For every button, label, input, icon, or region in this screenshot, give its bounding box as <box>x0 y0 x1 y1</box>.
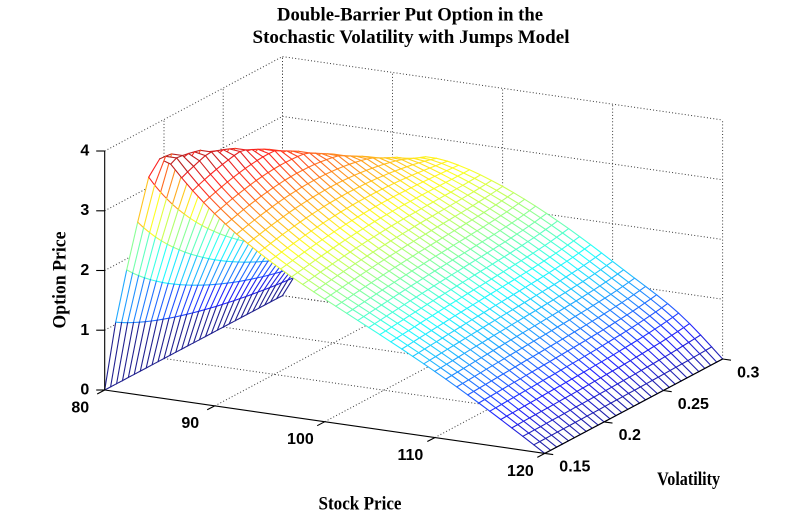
svg-text:Double-Barrier Put Option in t: Double-Barrier Put Option in the <box>277 5 543 26</box>
svg-text:Stochastic Volatility with Jum: Stochastic Volatility with Jumps Model <box>253 27 570 48</box>
svg-text:Option Price: Option Price <box>50 232 71 329</box>
svg-text:90: 90 <box>181 415 199 432</box>
svg-text:2: 2 <box>80 262 89 279</box>
svg-text:Volatility: Volatility <box>657 469 720 490</box>
svg-text:120: 120 <box>507 463 534 480</box>
svg-text:0: 0 <box>80 382 89 399</box>
svg-text:80: 80 <box>71 399 89 416</box>
svg-text:3: 3 <box>80 202 89 219</box>
svg-text:1: 1 <box>80 322 89 339</box>
svg-text:0.3: 0.3 <box>737 364 759 381</box>
svg-text:4: 4 <box>80 143 89 160</box>
svg-text:100: 100 <box>287 431 314 448</box>
svg-text:Stock Price: Stock Price <box>319 494 402 515</box>
svg-text:0.2: 0.2 <box>619 427 641 444</box>
svg-text:0.25: 0.25 <box>678 396 709 413</box>
svg-text:0.15: 0.15 <box>559 459 590 476</box>
svg-text:110: 110 <box>397 447 423 464</box>
